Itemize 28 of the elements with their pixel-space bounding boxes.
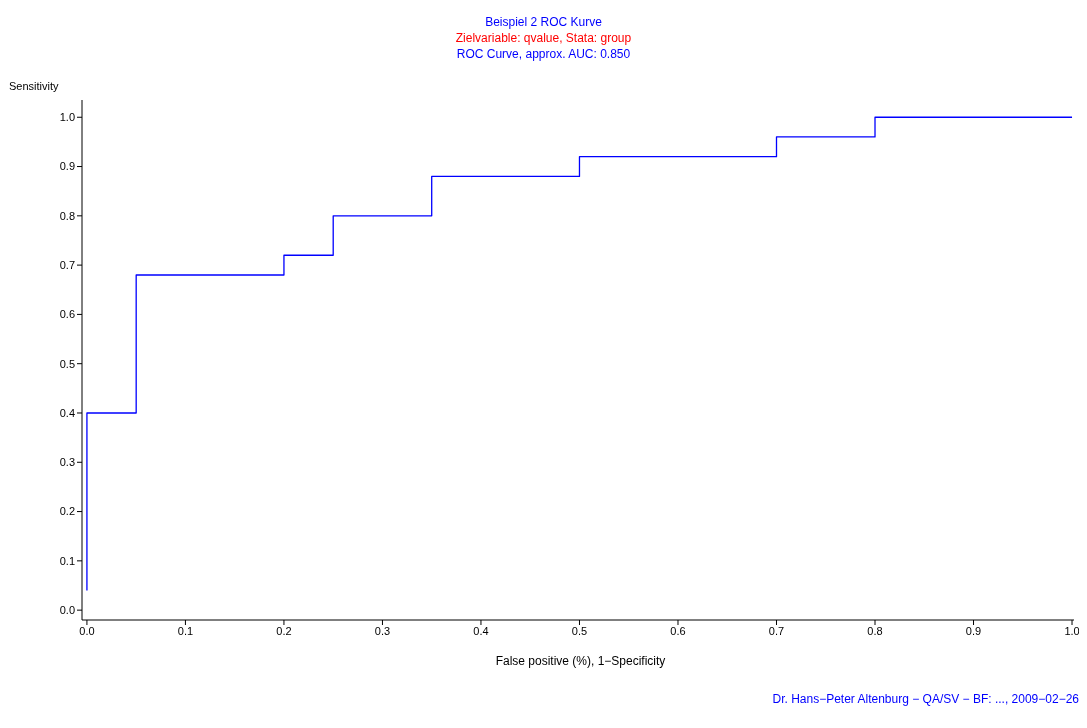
y-tick-label: 0.3 (59, 456, 75, 469)
y-tick-label: 0.0 (59, 604, 75, 617)
text: Dr. Hans−Peter Altenburg − QA/SV − BF: ..., 2009−02−26 (771, 692, 1079, 706)
x-tick-label: 1.0 (1064, 624, 1080, 637)
chart-subtitle: Zielvariable: qvalue, Stata: group (454, 30, 633, 46)
x-tick-label: 0.3 (374, 624, 391, 637)
y-tick-label: 0.4 (59, 406, 75, 419)
x-axis-title: False positive (%), 1−Specificity (494, 654, 667, 668)
y-tick-label: 1.0 (59, 111, 75, 124)
y-tick-label: 0.5 (59, 357, 75, 370)
y-tick-label: 0.1 (59, 554, 75, 567)
x-tick-label: 0.7 (768, 624, 785, 637)
x-tick-label: 0.4 (473, 624, 489, 637)
x-tick-label: 0.9 (965, 624, 982, 637)
y-tick-label: 0.6 (59, 308, 75, 321)
y-axis-title: Sensitivity (9, 80, 59, 92)
y-tick-label: 0.8 (59, 209, 75, 222)
x-tick-label: 0.2 (276, 624, 292, 637)
y-tick-label: 0.7 (59, 259, 75, 272)
text: ROC Curve, approx. AUC: 0.850 (455, 46, 632, 62)
y-tick-label: 0.2 (59, 505, 75, 518)
chart-title: Beispiel 2 ROC Kurve (484, 14, 603, 30)
x-tick-label: 0.0 (79, 624, 95, 637)
x-tick-label: 0.8 (867, 624, 883, 637)
y-tick-label: 0.9 (59, 160, 75, 173)
x-tick-label: 0.6 (670, 624, 686, 637)
x-tick-label: 0.1 (177, 624, 194, 637)
x-tick-label: 0.5 (571, 624, 588, 637)
